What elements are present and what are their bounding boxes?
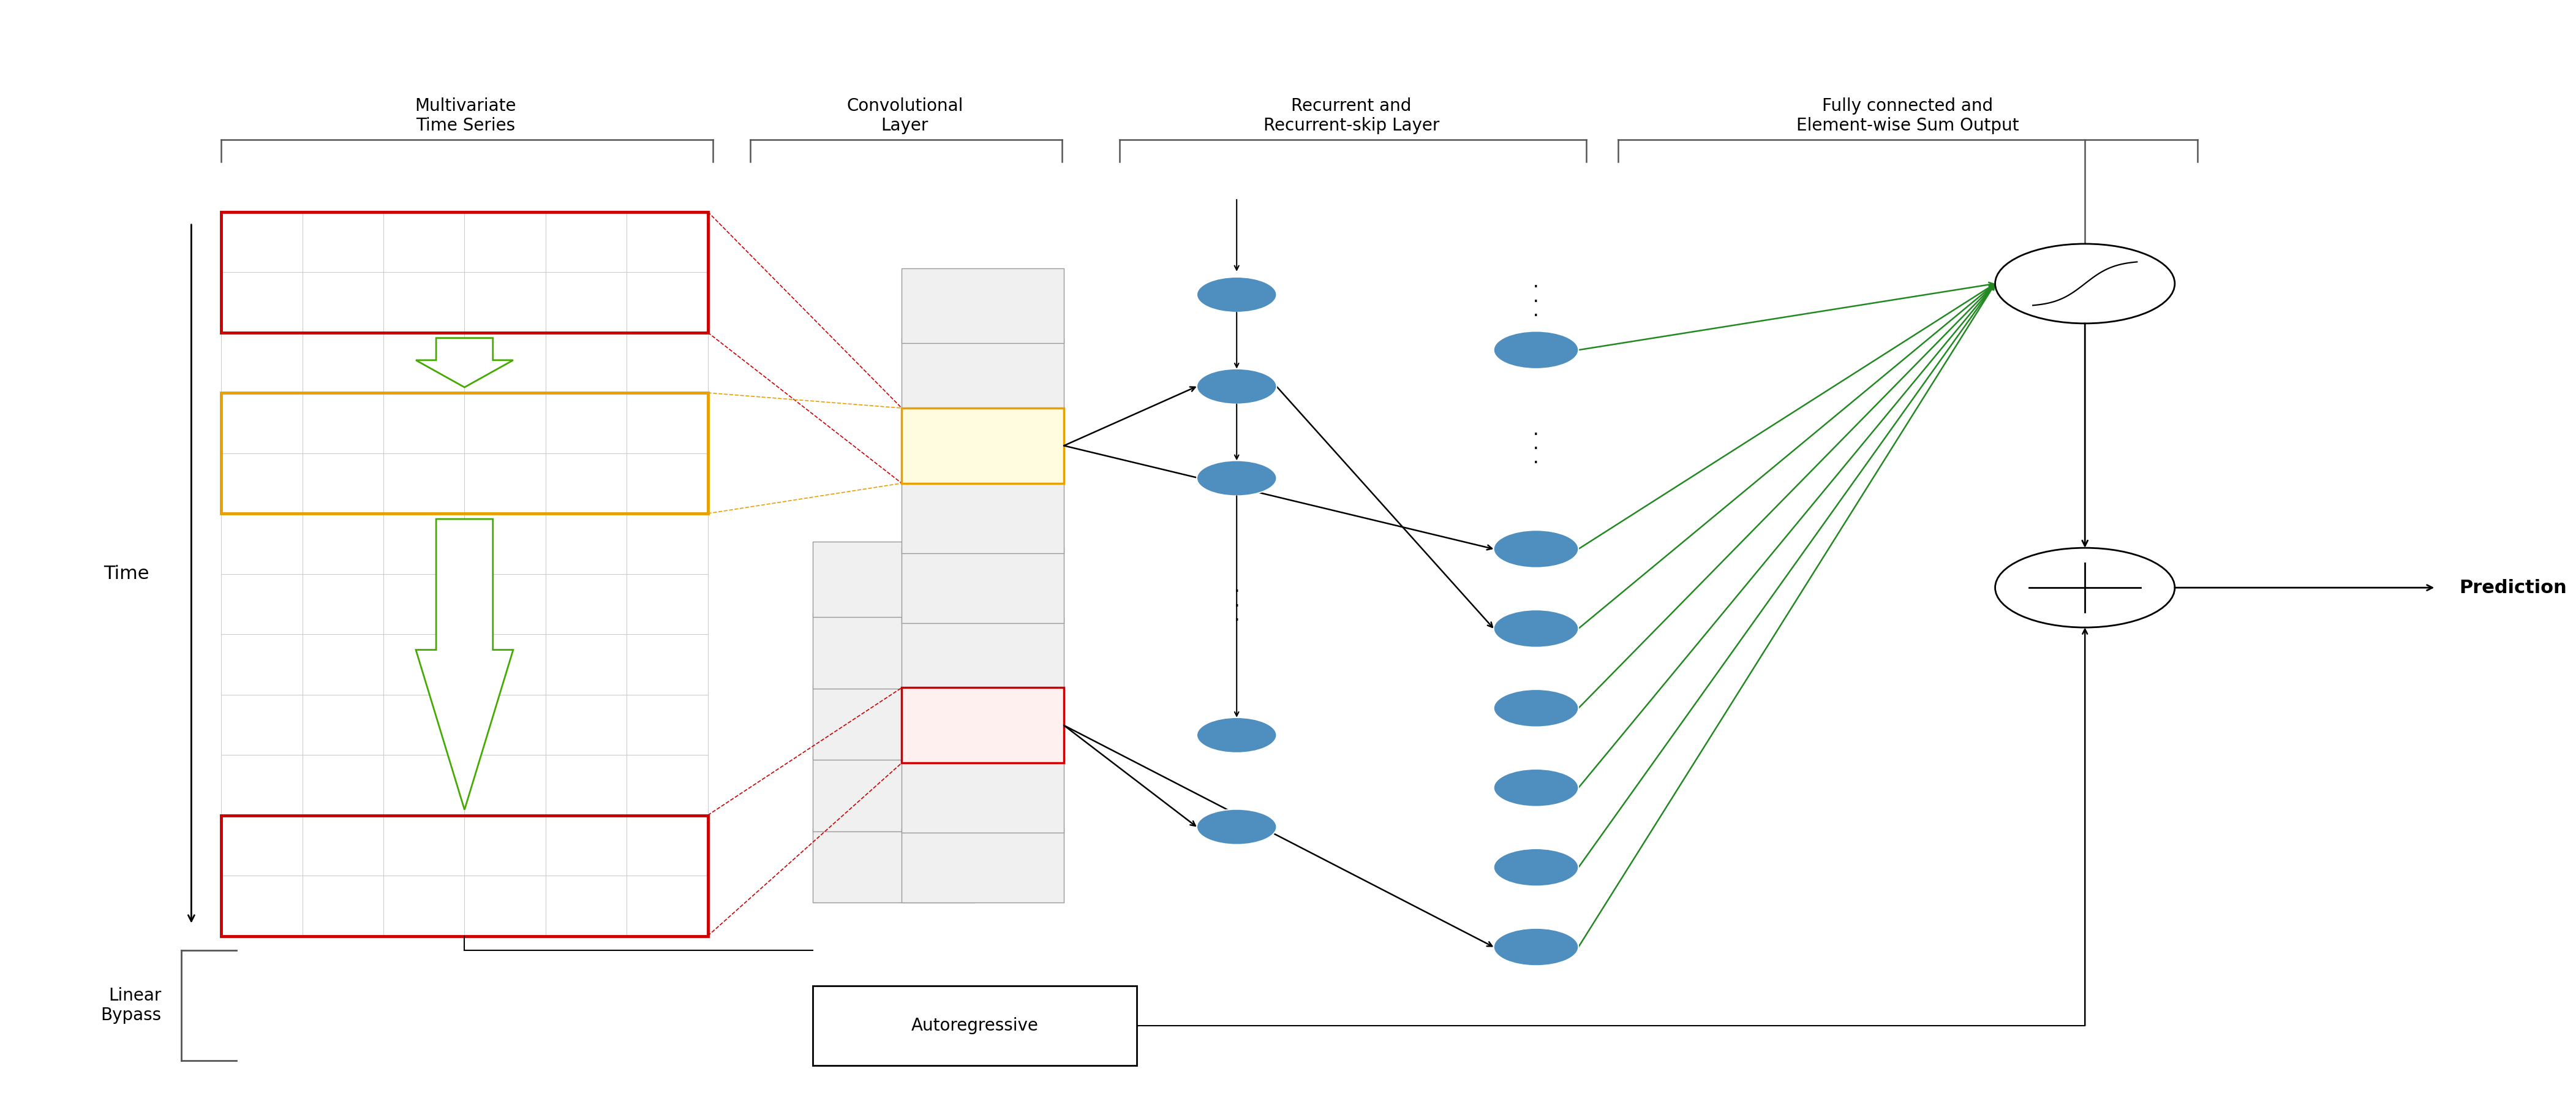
Text: Linear
Bypass: Linear Bypass: [100, 987, 162, 1024]
Bar: [902, 827, 1064, 903]
Circle shape: [1494, 530, 1579, 568]
Bar: [902, 338, 1064, 414]
FancyArrowPatch shape: [2174, 584, 2432, 590]
FancyArrowPatch shape: [1234, 200, 1239, 269]
Bar: [902, 408, 1064, 484]
Text: ·
·
·: · · ·: [1234, 583, 1239, 630]
Bar: [902, 408, 1064, 484]
FancyArrowPatch shape: [1234, 313, 1239, 367]
FancyArrowPatch shape: [1579, 285, 1994, 629]
Bar: [902, 618, 1064, 693]
Bar: [222, 393, 708, 513]
Bar: [811, 613, 974, 689]
Bar: [811, 756, 974, 832]
Text: Prediction: Prediction: [2460, 579, 2566, 597]
Circle shape: [1494, 610, 1579, 648]
FancyArrowPatch shape: [1064, 725, 1492, 946]
FancyArrowPatch shape: [1234, 496, 1239, 716]
Bar: [222, 815, 708, 936]
Circle shape: [1494, 690, 1579, 728]
FancyArrowPatch shape: [1064, 446, 1492, 550]
Circle shape: [1198, 277, 1278, 313]
Circle shape: [1198, 718, 1278, 753]
FancyArrowPatch shape: [1278, 386, 1492, 628]
FancyArrowPatch shape: [1579, 285, 1994, 947]
Bar: [811, 542, 974, 617]
Circle shape: [1494, 332, 1579, 369]
Text: Autoregressive: Autoregressive: [912, 1017, 1038, 1034]
Bar: [222, 212, 708, 333]
Circle shape: [1494, 769, 1579, 806]
FancyArrowPatch shape: [1064, 725, 1195, 826]
FancyArrowPatch shape: [2081, 629, 2087, 1026]
Polygon shape: [415, 519, 513, 810]
Text: Time: Time: [103, 564, 149, 582]
Text: Multivariate
Time Series: Multivariate Time Series: [415, 98, 515, 134]
FancyArrowPatch shape: [2081, 324, 2087, 546]
Polygon shape: [415, 338, 513, 387]
FancyArrowPatch shape: [1579, 285, 1994, 549]
FancyArrowPatch shape: [1579, 285, 1994, 867]
Circle shape: [1494, 848, 1579, 886]
Bar: [811, 684, 974, 760]
Circle shape: [1198, 369, 1278, 404]
Bar: [902, 548, 1064, 623]
Circle shape: [1198, 460, 1278, 496]
Text: Convolutional
Layer: Convolutional Layer: [848, 98, 963, 134]
FancyArrowPatch shape: [1579, 283, 1994, 350]
Circle shape: [1996, 244, 2174, 324]
FancyArrowPatch shape: [1579, 285, 1994, 787]
Bar: [902, 688, 1064, 763]
Bar: [902, 268, 1064, 344]
FancyArrowPatch shape: [1579, 285, 1994, 709]
Text: Recurrent and
Recurrent-skip Layer: Recurrent and Recurrent-skip Layer: [1262, 98, 1440, 134]
Circle shape: [1198, 810, 1278, 845]
Text: ·
·
·: · · ·: [1533, 279, 1538, 325]
Circle shape: [1494, 928, 1579, 966]
Bar: [902, 757, 1064, 833]
FancyArrowPatch shape: [1234, 404, 1239, 459]
Text: Fully connected and
Element-wise Sum Output: Fully connected and Element-wise Sum Out…: [1795, 98, 2020, 134]
FancyArrowPatch shape: [1064, 387, 1195, 446]
Bar: [811, 827, 974, 903]
Bar: [902, 688, 1064, 763]
Bar: [902, 478, 1064, 553]
Bar: [811, 986, 1136, 1066]
Circle shape: [1996, 548, 2174, 628]
Text: ·
·
·: · · ·: [1533, 426, 1538, 472]
